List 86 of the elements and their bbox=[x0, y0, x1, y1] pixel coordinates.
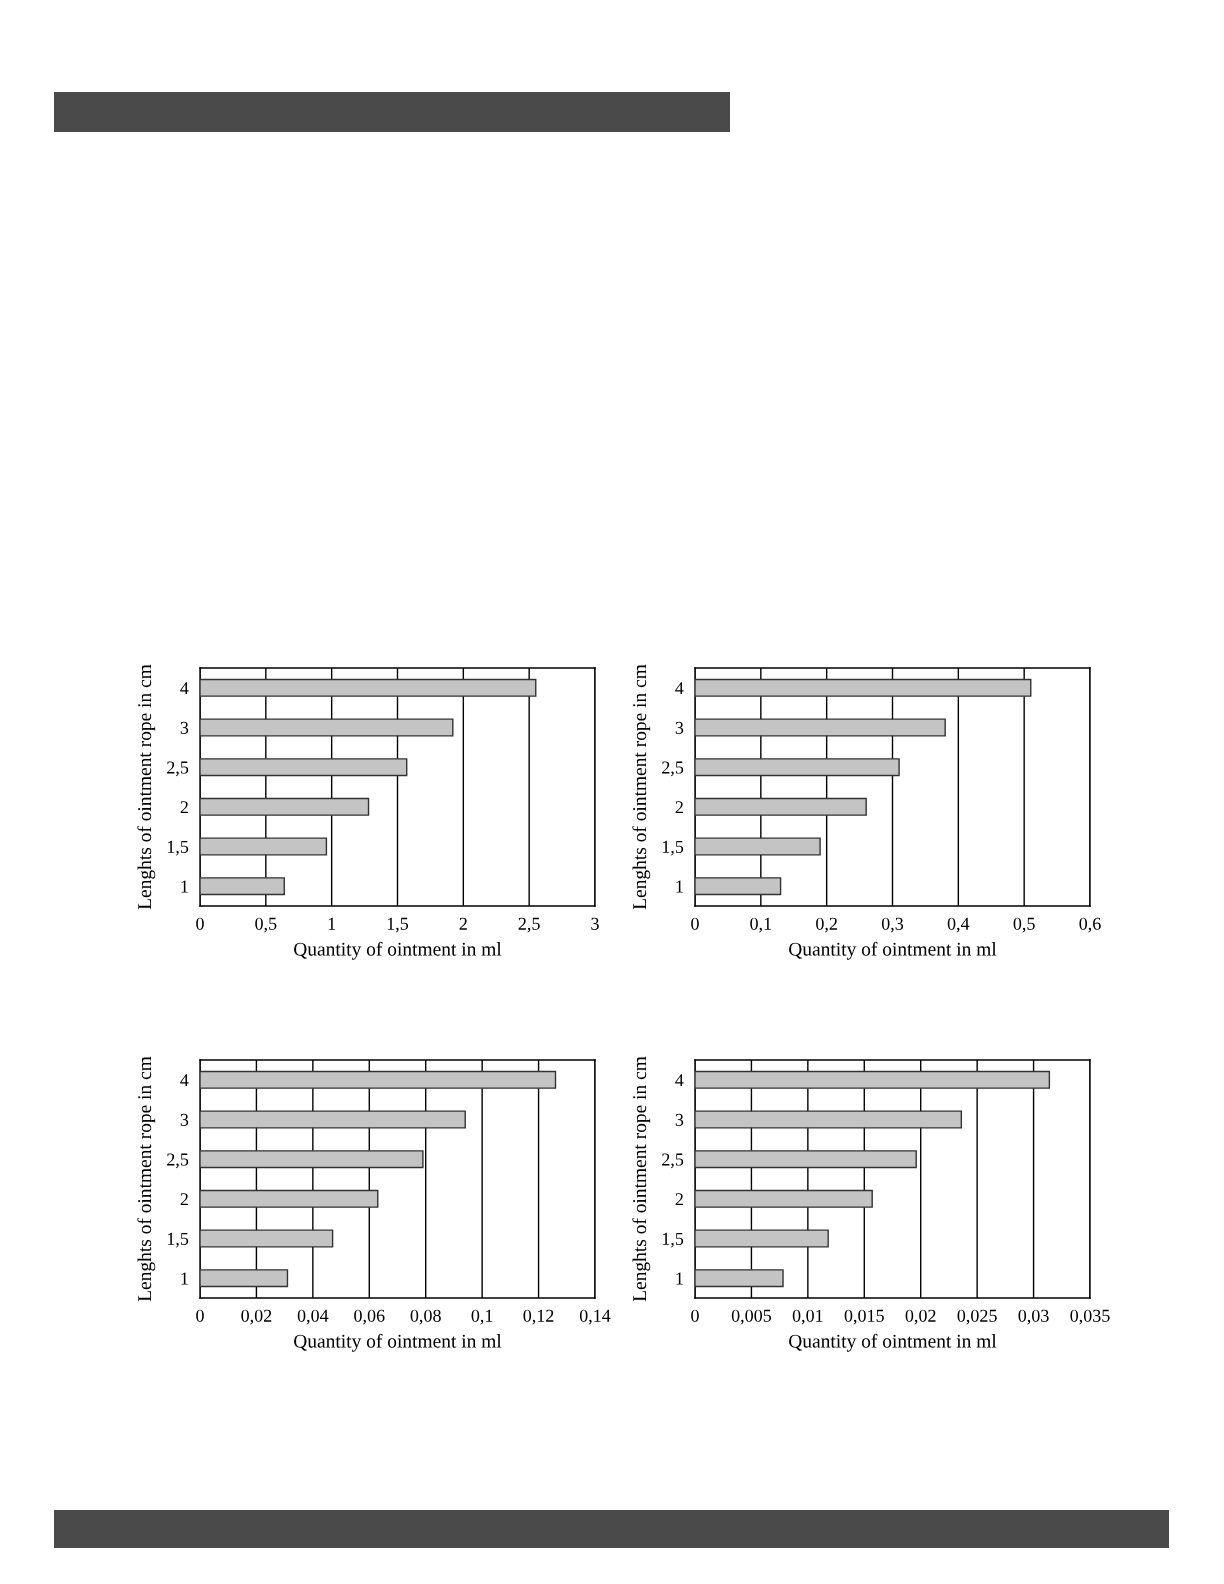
x-axis-title: Quantity of ointment in ml bbox=[294, 941, 502, 960]
y-tick-label: 2 bbox=[180, 801, 188, 814]
bar bbox=[695, 877, 782, 896]
y-tick-label: 3 bbox=[180, 1113, 189, 1126]
x-tick-label: 0,1 bbox=[750, 917, 772, 933]
y-tick-label: 1 bbox=[181, 880, 188, 893]
x-tick-label: 1,5 bbox=[387, 917, 409, 933]
bar bbox=[695, 1070, 1051, 1089]
x-tick-label: 0,04 bbox=[297, 1309, 329, 1325]
bar bbox=[200, 1229, 334, 1248]
x-axis-title: Quantity of ointment in ml bbox=[789, 941, 997, 960]
bar bbox=[695, 1229, 829, 1248]
bar bbox=[695, 1269, 784, 1288]
y-tick-label: 1 bbox=[676, 880, 683, 893]
y-tick-label: 3 bbox=[180, 721, 189, 734]
bar bbox=[200, 877, 285, 896]
bar bbox=[200, 758, 408, 777]
y-tick-label: 1,5 bbox=[662, 840, 684, 856]
bar bbox=[200, 1110, 466, 1129]
x-tick-label: 0 bbox=[196, 917, 204, 930]
bar bbox=[200, 1070, 557, 1089]
x-tick-label: 1 bbox=[328, 917, 336, 930]
x-tick-label: 0,08 bbox=[410, 1309, 441, 1325]
x-tick-label: 0,005 bbox=[731, 1309, 772, 1325]
bar bbox=[200, 678, 537, 697]
x-tick-label: 0 bbox=[196, 1309, 204, 1322]
x-tick-label: 2,5 bbox=[518, 917, 540, 933]
x-tick-label: 0,025 bbox=[957, 1309, 997, 1325]
x-tick-label: 0,01 bbox=[792, 1309, 823, 1325]
x-tick-label: 0,5 bbox=[255, 917, 277, 933]
y-axis-title: Lenghts of ointment rope in cm bbox=[137, 1056, 156, 1302]
bar bbox=[695, 1189, 873, 1208]
bar bbox=[695, 1150, 917, 1169]
y-tick-label: 1 bbox=[676, 1272, 683, 1285]
x-tick-label: 0,02 bbox=[241, 1309, 272, 1325]
x-tick-label: 0,6 bbox=[1079, 917, 1101, 933]
y-tick-label: 1,5 bbox=[167, 1232, 189, 1248]
y-axis-title: Lenghts of ointment rope in cm bbox=[137, 664, 156, 910]
bar bbox=[695, 758, 900, 777]
bar bbox=[695, 1110, 963, 1129]
y-tick-label: 4 bbox=[180, 682, 189, 695]
bar bbox=[695, 678, 1032, 697]
x-tick-label: 0,2 bbox=[816, 917, 837, 933]
x-tick-label: 0,4 bbox=[947, 917, 970, 933]
x-axis-title: Quantity of ointment in ml bbox=[789, 1333, 997, 1352]
x-tick-label: 0,1 bbox=[471, 1309, 493, 1325]
y-tick-label: 2 bbox=[180, 1193, 188, 1206]
bar bbox=[695, 718, 946, 737]
bar bbox=[200, 1269, 289, 1288]
y-tick-label: 4 bbox=[675, 682, 684, 695]
y-axis-title: Lenghts of ointment rope in cm bbox=[632, 1056, 651, 1302]
x-tick-label: 2 bbox=[459, 917, 467, 930]
x-tick-label: 0,015 bbox=[844, 1309, 884, 1325]
y-tick-label: 3 bbox=[675, 721, 684, 734]
y-tick-label: 1,5 bbox=[167, 840, 189, 856]
bar bbox=[200, 797, 370, 816]
y-tick-label: 2,5 bbox=[167, 1153, 189, 1169]
y-tick-label: 2,5 bbox=[662, 761, 684, 777]
y-tick-label: 4 bbox=[675, 1074, 684, 1087]
x-tick-label: 0,5 bbox=[1013, 917, 1035, 933]
x-tick-label: 0,06 bbox=[354, 1309, 385, 1325]
x-tick-label: 0,14 bbox=[579, 1309, 611, 1325]
y-tick-label: 1 bbox=[181, 1272, 188, 1285]
x-tick-label: 0,03 bbox=[1018, 1309, 1049, 1325]
y-tick-label: 2,5 bbox=[662, 1153, 684, 1169]
bar bbox=[200, 1189, 379, 1208]
bar bbox=[200, 837, 328, 856]
y-axis-title: Lenghts of ointment rope in cm bbox=[632, 664, 651, 910]
y-tick-label: 4 bbox=[180, 1074, 189, 1087]
bar bbox=[200, 718, 454, 737]
x-tick-label: 0,12 bbox=[523, 1309, 554, 1325]
y-tick-label: 3 bbox=[675, 1113, 684, 1126]
x-tick-label: 0,3 bbox=[881, 917, 904, 933]
bar bbox=[695, 797, 867, 816]
x-tick-label: 0,035 bbox=[1070, 1309, 1110, 1325]
y-tick-label: 2,5 bbox=[167, 761, 189, 777]
x-tick-label: 0 bbox=[691, 1309, 699, 1322]
x-tick-label: 3 bbox=[591, 917, 599, 930]
x-axis-title: Quantity of ointment in ml bbox=[294, 1333, 502, 1352]
y-tick-label: 1,5 bbox=[662, 1232, 684, 1248]
x-tick-label: 0 bbox=[691, 917, 699, 930]
bar bbox=[695, 837, 821, 856]
y-tick-label: 2 bbox=[675, 801, 683, 814]
y-tick-label: 2 bbox=[675, 1193, 683, 1206]
x-tick-label: 0,02 bbox=[905, 1309, 936, 1325]
bar bbox=[200, 1150, 424, 1169]
